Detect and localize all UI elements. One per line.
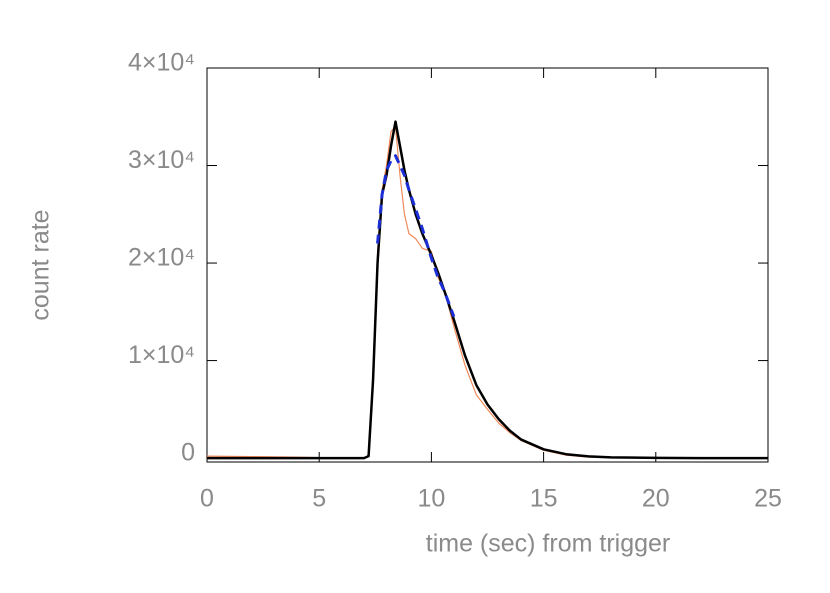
- y-tick-label: 2×10⁴: [128, 244, 195, 272]
- y-tick-label: 1×10⁴: [128, 341, 195, 369]
- x-tick-label: 20: [642, 485, 670, 513]
- y-tick-label: 4×10⁴: [128, 49, 195, 77]
- y-tick-label: 3×10⁴: [128, 146, 195, 174]
- x-tick-label: 25: [754, 485, 782, 513]
- series-line: [207, 120, 768, 460]
- x-tick-label: 10: [417, 485, 445, 513]
- series-line: [206, 125, 768, 459]
- x-tick-label: 5: [312, 485, 326, 513]
- series-line: [376, 154, 456, 318]
- x-axis-label: time (sec) from trigger: [426, 530, 670, 558]
- y-axis-label: count rate: [27, 209, 55, 320]
- y-tick-label: 0: [181, 439, 195, 467]
- x-tick-label: 15: [530, 485, 558, 513]
- x-tick-label: 0: [200, 485, 214, 513]
- plot-frame: [206, 67, 769, 463]
